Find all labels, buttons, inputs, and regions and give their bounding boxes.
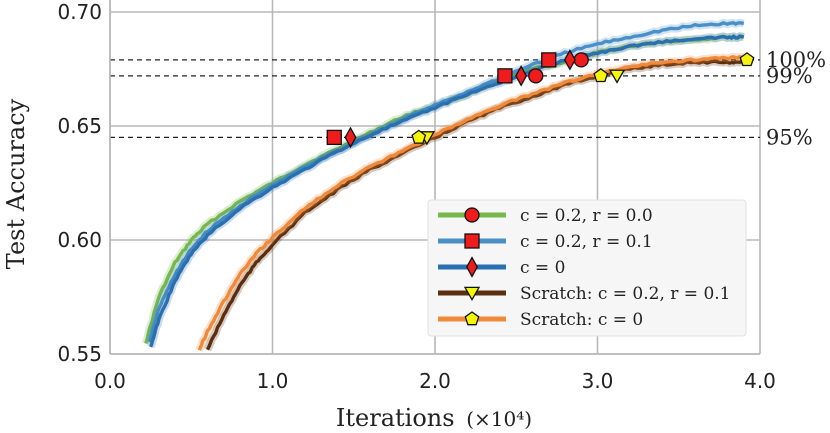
legend-label: c = 0.2, r = 0.1 <box>520 232 653 252</box>
legend-label: Scratch: c = 0 <box>520 310 643 330</box>
y-tick-label: 0.65 <box>57 114 102 138</box>
x-tick-label: 1.0 <box>257 369 289 393</box>
x-tick-label: 3.0 <box>582 369 614 393</box>
circle-marker <box>573 52 589 68</box>
triangle-marker <box>463 286 481 301</box>
diamond-marker <box>344 126 357 149</box>
diamond-marker <box>563 49 576 71</box>
y-tick-label: 0.70 <box>57 0 102 24</box>
x-tick-label: 0.0 <box>94 369 126 393</box>
y-tick-label: 0.60 <box>57 228 102 252</box>
x-tick-label: 4.0 <box>744 369 776 393</box>
pentagon-marker <box>411 129 427 144</box>
legend: c = 0.2, r = 0.0 c = 0.2, r = 0.1 c = 0 Scr… <box>427 199 747 337</box>
circle-marker <box>464 207 480 223</box>
series-line <box>149 34 745 348</box>
tick-labels: 0.0 1.0 2.0 3.0 4.0 0.55 0.60 0.65 0.70 <box>57 0 775 393</box>
diamond-marker <box>466 256 478 278</box>
pentagon-marker <box>593 67 609 83</box>
y-tick-label: 0.55 <box>57 342 102 366</box>
plot-frame <box>109 0 760 355</box>
reference-line-label: 95% <box>766 125 813 149</box>
square-marker <box>326 129 342 146</box>
x-axis-title-text: Iterations <box>336 404 455 432</box>
square-marker <box>541 52 557 68</box>
pentagon-marker <box>464 311 480 326</box>
legend-label: c = 0 <box>520 258 565 278</box>
reference-line-label: 99% <box>766 64 813 88</box>
reference-line-label: 100% <box>766 48 826 72</box>
y-axis-title: Test Accuracy <box>2 98 30 269</box>
square-marker <box>497 68 513 84</box>
legend-label: c = 0.2, r = 0.0 <box>520 206 653 226</box>
pentagon-marker <box>739 52 755 67</box>
triangle-marker <box>608 69 626 84</box>
x-axis-title: Iterations (×10⁴) <box>336 404 532 432</box>
diamond-marker <box>515 65 528 87</box>
legend-box <box>427 199 747 337</box>
square-marker <box>464 233 480 249</box>
series-line <box>205 59 745 351</box>
legend-label: Scratch: c = 0.2, r = 0.1 <box>520 284 731 304</box>
x-tick-label: 2.0 <box>419 369 451 393</box>
series-markers <box>326 49 755 149</box>
x-axis-unit: (×10⁴) <box>466 407 532 431</box>
series-line <box>197 55 745 351</box>
circle-marker <box>528 68 544 84</box>
series-lines <box>141 18 746 352</box>
